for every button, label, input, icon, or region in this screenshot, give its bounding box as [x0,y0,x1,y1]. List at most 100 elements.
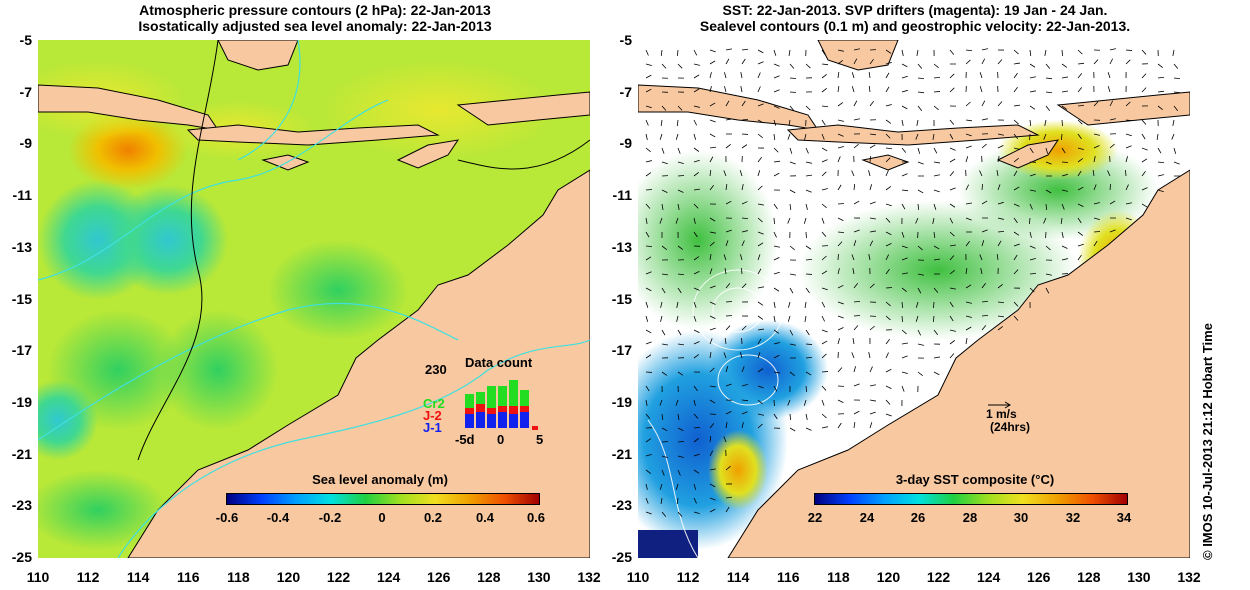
velocity-arrow [773,287,780,292]
velocity-arrow [949,171,955,177]
velocity-arrow [917,343,924,346]
velocity-arrow [661,63,667,69]
velocity-arrow [869,184,872,191]
velocity-arrow [725,229,732,233]
velocity-arrow [1061,133,1063,141]
velocity-arrow [645,160,652,163]
velocity-arrow [804,133,807,140]
velocity-arrow [661,371,668,376]
velocity-arrow [965,284,972,289]
velocity-arrow [1029,258,1036,261]
velocity-arrow [885,104,892,107]
velocity-arrow [949,217,954,224]
velocity-arrow [869,144,876,149]
velocity-arrow [1029,203,1033,210]
velocity-arrow [997,283,1003,289]
velocity-arrow [757,170,761,177]
velocity-arrow [997,144,1004,149]
velocity-arrow [821,270,828,275]
velocity-arrow [869,217,876,220]
velocity-arrow [773,203,778,210]
y-tick-label: -17 [611,342,632,359]
velocity-arrow [981,200,988,205]
velocity-arrow [851,72,855,79]
velocity-arrow [868,254,871,261]
x-tick-label: 126 [427,569,451,585]
velocity-arrow [979,170,983,177]
velocity-arrow [709,285,716,289]
velocity-arrow [1173,91,1181,94]
velocity-arrow [869,240,874,247]
velocity-arrow [805,287,810,294]
sst-colorbar [814,493,1128,505]
velocity-arrow [693,88,700,93]
x-tick-label: 116 [176,569,200,585]
velocity-arrow [933,161,940,164]
x-tick-label: 114 [726,569,750,585]
x-tick-label: 130 [527,569,551,585]
velocity-arrow [885,315,891,321]
velocity-arrow [901,147,907,153]
velocity-arrow [645,256,652,261]
velocity-arrow [773,413,778,420]
velocity-arrow [821,188,828,191]
y-tick-label: -23 [11,497,32,514]
velocity-arrow [677,287,682,294]
velocity-arrow [837,367,843,373]
sea-level-anomaly-map [38,40,590,558]
velocity-arrow [852,338,855,345]
copyright-text: © IMOS 10-Jul-2013 21:12 Hobart Time [1200,323,1215,560]
velocity-arrow [933,174,940,177]
velocity-arrow [789,147,793,154]
velocity-arrow [1013,269,1019,275]
velocity-arrow [725,411,732,415]
velocity-arrow [741,58,746,65]
velocity-arrow [645,231,650,238]
y-tick-label: -5 [19,32,32,48]
x-tick-label: 128 [1077,569,1101,585]
velocity-arrow [741,118,749,121]
velocity-arrow [677,245,684,250]
velocity-arrow [1125,59,1131,65]
velocity-arrow [1109,58,1114,65]
velocity-arrow [917,203,920,211]
velocity-arrow [901,355,908,359]
velocity-arrow [1157,90,1165,93]
velocity-arrow [740,254,743,261]
velocity-arrow [805,63,811,69]
sst-tick-6: 34 [1116,510,1132,525]
velocity-arrow [693,159,700,163]
velocity-arrow [1045,245,1051,251]
velocity-arrow [789,63,795,69]
velocity-arrow [979,254,983,261]
velocity-arrow [853,240,857,247]
velocity-arrow [868,72,871,79]
velocity-arrow [933,301,935,309]
velocity-arrow [1077,254,1082,261]
velocity-arrow [1077,186,1084,191]
velocity-arrow [901,272,908,275]
velocity-arrow [709,367,715,373]
y-tick-label: -11 [612,187,632,204]
velocity-arrow [693,271,700,275]
velocity-arrow [709,385,716,388]
velocity-arrow [1107,86,1111,93]
velocity-arrow [741,48,749,51]
velocity-arrow [645,271,652,275]
velocity-arrow [1013,62,1020,65]
velocity-arrow [675,483,679,490]
velocity-arrow [837,231,845,233]
velocity-arrow [1029,105,1036,110]
velocity-arrow [837,399,844,403]
velocity-arrow [1077,73,1083,79]
velocity-arrow [645,385,650,392]
velocity-arrow [773,271,780,275]
velocity-arrow [981,143,987,149]
velocity-arrow [693,385,698,392]
velocity-arrow [693,426,701,429]
velocity-arrow [693,188,700,191]
velocity-arrow [661,189,668,194]
velocity-arrow [693,49,698,56]
sea-level-tick-2: -0.2 [318,510,342,525]
velocity-arrow [659,217,663,224]
